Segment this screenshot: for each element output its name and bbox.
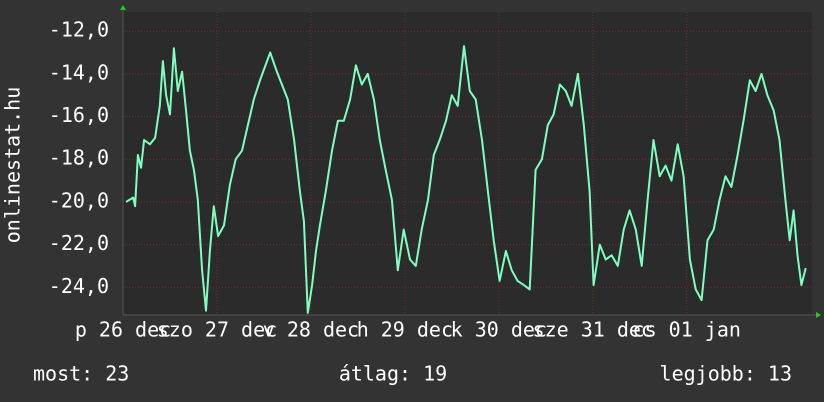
footer-now: most: 23 [33, 362, 129, 386]
x-tick-label: p 26 dec [75, 318, 171, 342]
footer-avg: átlag: 19 [339, 362, 447, 386]
y-tick-label: -16,0 [49, 103, 109, 127]
x-tick-label: cs 01 jan [633, 318, 741, 342]
y-tick-label: -12,0 [49, 18, 109, 42]
y-tick-label: -22,0 [49, 231, 109, 255]
y-axis-label: onlinestat.hu [1, 87, 25, 244]
y-tick-label: -20,0 [49, 188, 109, 212]
y-tick-label: -24,0 [49, 274, 109, 298]
y-axis-arrow [120, 5, 126, 10]
x-tick-label: v 28 dec [263, 318, 359, 342]
y-tick-label: -18,0 [49, 146, 109, 170]
x-tick-label: h 29 dec [357, 318, 453, 342]
series-line [125, 45, 807, 314]
plot-area [123, 12, 812, 315]
x-axis-arrow [816, 312, 821, 318]
footer-best: legjobb: 13 [660, 362, 792, 386]
y-tick-label: -14,0 [49, 60, 109, 84]
x-tick-label: k 30 dec [451, 318, 547, 342]
x-tick-label: szo 27 dec [157, 318, 277, 342]
x-tick-label: sze 31 dec [533, 318, 653, 342]
